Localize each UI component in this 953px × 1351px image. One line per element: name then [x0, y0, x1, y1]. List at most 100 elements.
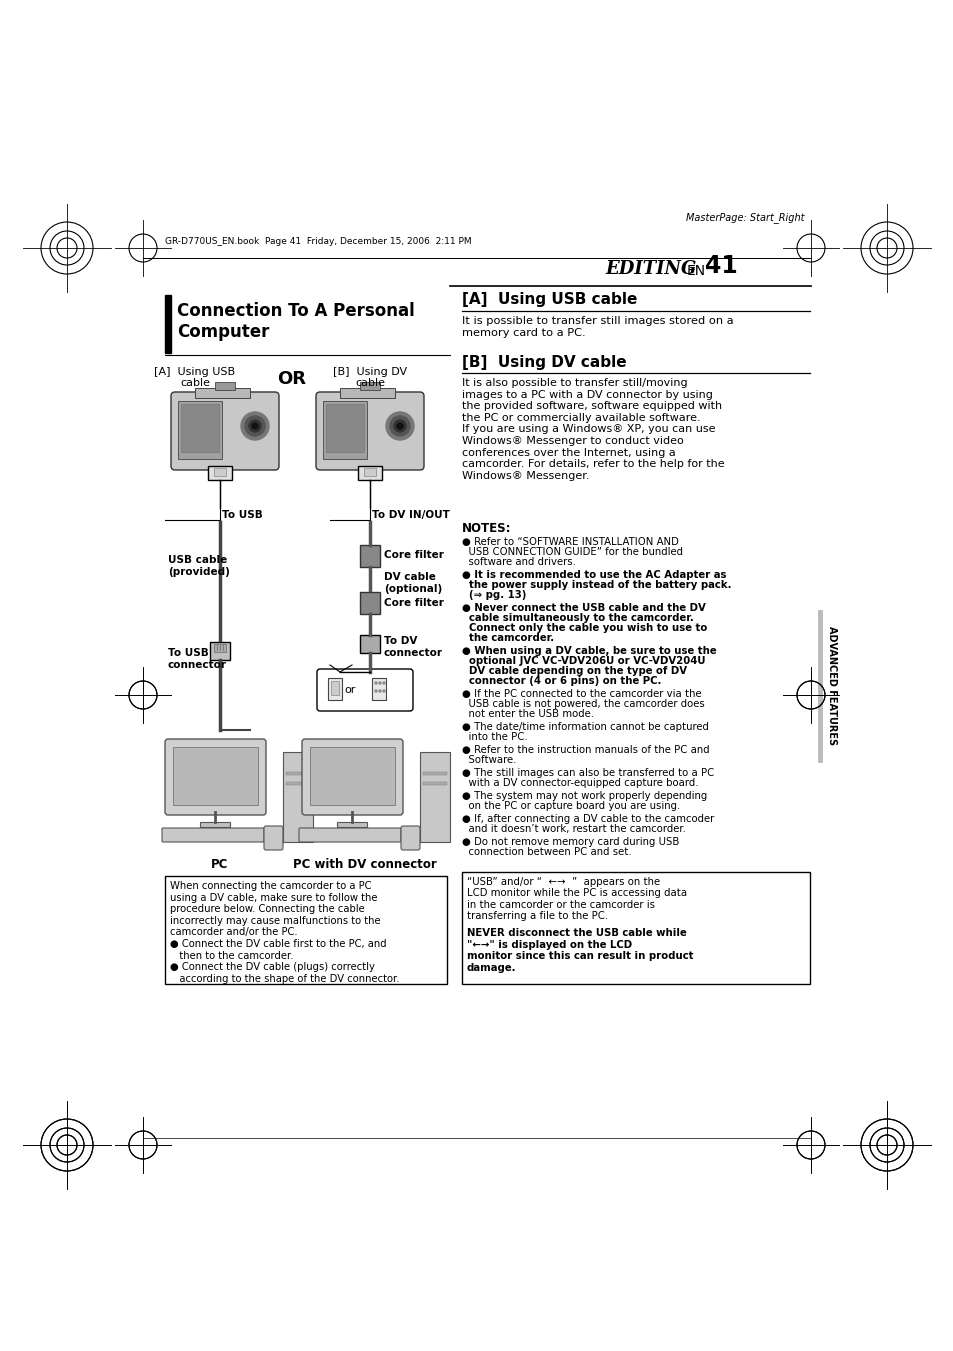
Text: ● If the PC connected to the camcorder via the: ● If the PC connected to the camcorder v… — [461, 689, 700, 698]
Bar — [213, 467, 226, 476]
Bar — [422, 782, 447, 785]
Text: When connecting the camcorder to a PC
using a DV cable, make sure to follow the
: When connecting the camcorder to a PC us… — [170, 881, 399, 984]
Text: USB cable is not powered, the camcorder does: USB cable is not powered, the camcorder … — [461, 698, 704, 709]
Bar — [359, 592, 379, 613]
Text: EDITING: EDITING — [604, 259, 696, 278]
Bar — [165, 295, 171, 353]
Text: connector (4 or 6 pins) on the PC.: connector (4 or 6 pins) on the PC. — [461, 676, 660, 686]
Circle shape — [249, 420, 261, 432]
Bar — [210, 642, 230, 661]
Text: into the PC.: into the PC. — [461, 732, 527, 742]
FancyBboxPatch shape — [162, 828, 264, 842]
Bar — [359, 544, 379, 567]
Bar — [200, 821, 230, 827]
Text: connection between PC and set.: connection between PC and set. — [461, 847, 631, 857]
Bar — [328, 678, 341, 700]
Text: It is also possible to transfer still/moving
images to a PC with a DV connector : It is also possible to transfer still/mo… — [461, 378, 724, 481]
Text: To USB
connector: To USB connector — [168, 648, 227, 670]
Text: (⇒ pg. 13): (⇒ pg. 13) — [461, 590, 526, 600]
Circle shape — [382, 682, 385, 684]
Text: Computer: Computer — [177, 323, 269, 340]
Circle shape — [375, 690, 376, 692]
Text: DV cable
(optional): DV cable (optional) — [384, 571, 442, 593]
Text: ● Never connect the USB cable and the DV: ● Never connect the USB cable and the DV — [461, 603, 705, 613]
Text: ● Do not remove memory card during USB: ● Do not remove memory card during USB — [461, 838, 679, 847]
Bar — [286, 782, 310, 785]
Bar — [357, 466, 381, 480]
Text: the camcorder.: the camcorder. — [461, 634, 554, 643]
Text: [B]  Using DV cable: [B] Using DV cable — [461, 355, 626, 370]
Bar — [214, 382, 234, 390]
Bar — [419, 753, 450, 842]
Bar — [181, 404, 219, 453]
Text: Core filter: Core filter — [384, 550, 443, 561]
Text: on the PC or capture board you are using.: on the PC or capture board you are using… — [461, 801, 679, 811]
Text: ADVANCED FEATURES: ADVANCED FEATURES — [826, 627, 836, 746]
FancyBboxPatch shape — [316, 669, 413, 711]
FancyBboxPatch shape — [315, 392, 423, 470]
Text: OR: OR — [277, 370, 306, 388]
Circle shape — [375, 682, 376, 684]
Bar — [336, 821, 367, 827]
Text: [B]  Using DV: [B] Using DV — [333, 367, 407, 377]
Circle shape — [241, 412, 269, 440]
Text: To USB: To USB — [222, 509, 262, 520]
Text: To DV IN/OUT: To DV IN/OUT — [372, 509, 450, 520]
Bar — [422, 771, 447, 775]
Text: LCD monitor while the PC is accessing data
in the camcorder or the camcorder is
: LCD monitor while the PC is accessing da… — [467, 888, 686, 921]
Text: It is possible to transfer still images stored on a
memory card to a PC.: It is possible to transfer still images … — [461, 316, 733, 338]
Text: PC: PC — [212, 858, 229, 871]
Text: EN: EN — [686, 263, 705, 278]
Bar — [172, 747, 257, 805]
Bar — [283, 753, 313, 842]
Text: NEVER disconnect the USB cable while
"←→" is displayed on the LCD
monitor since : NEVER disconnect the USB cable while "←→… — [467, 928, 693, 973]
Text: [A]  Using USB cable: [A] Using USB cable — [461, 292, 637, 307]
Bar — [323, 401, 367, 459]
Bar — [165, 875, 447, 984]
Text: USB CONNECTION GUIDE” for the bundled: USB CONNECTION GUIDE” for the bundled — [461, 547, 682, 557]
Text: Connect only the cable you wish to use to: Connect only the cable you wish to use t… — [461, 623, 706, 634]
Bar — [372, 678, 386, 700]
Circle shape — [378, 690, 380, 692]
Text: and it doesn’t work, restart the camcorder.: and it doesn’t work, restart the camcord… — [461, 824, 685, 834]
Text: software and drivers.: software and drivers. — [461, 557, 576, 567]
Text: ● If, after connecting a DV cable to the camcoder: ● If, after connecting a DV cable to the… — [461, 815, 714, 824]
Bar — [310, 747, 395, 805]
FancyBboxPatch shape — [302, 739, 402, 815]
Bar — [339, 388, 395, 399]
Text: with a DV connector-equipped capture board.: with a DV connector-equipped capture boa… — [461, 778, 698, 788]
Circle shape — [378, 682, 380, 684]
Text: “USB” and/or “  ←→  ”  appears on the: “USB” and/or “ ←→ ” appears on the — [467, 877, 659, 888]
FancyBboxPatch shape — [171, 392, 278, 470]
Circle shape — [390, 416, 410, 436]
Text: ● When using a DV cable, be sure to use the: ● When using a DV cable, be sure to use … — [461, 646, 716, 657]
Text: ● It is recommended to use the AC Adapter as: ● It is recommended to use the AC Adapte… — [461, 570, 726, 580]
Text: the power supply instead of the battery pack.: the power supply instead of the battery … — [461, 580, 731, 590]
Text: or: or — [344, 685, 355, 694]
Bar — [178, 401, 222, 459]
Text: ● Refer to “SOFTWARE INSTALLATION AND: ● Refer to “SOFTWARE INSTALLATION AND — [461, 536, 679, 547]
Text: cable: cable — [355, 378, 385, 388]
FancyBboxPatch shape — [165, 739, 266, 815]
Bar — [326, 404, 364, 453]
FancyBboxPatch shape — [298, 828, 400, 842]
Text: USB cable
(provided): USB cable (provided) — [168, 555, 230, 577]
Circle shape — [245, 416, 265, 436]
Text: not enter the USB mode.: not enter the USB mode. — [461, 709, 594, 719]
Bar — [213, 644, 226, 653]
Bar — [359, 382, 379, 390]
Bar — [461, 871, 809, 984]
Text: cable simultaneously to the camcorder.: cable simultaneously to the camcorder. — [461, 613, 693, 623]
Text: 41: 41 — [704, 254, 737, 278]
Text: ● Refer to the instruction manuals of the PC and: ● Refer to the instruction manuals of th… — [461, 744, 709, 755]
Circle shape — [386, 412, 414, 440]
Text: Software.: Software. — [461, 755, 516, 765]
Text: Connection To A Personal: Connection To A Personal — [177, 303, 415, 320]
Text: ● The date/time information cannot be captured: ● The date/time information cannot be ca… — [461, 721, 708, 732]
Text: optional JVC VC-VDV206U or VC-VDV204U: optional JVC VC-VDV206U or VC-VDV204U — [461, 657, 705, 666]
Bar — [359, 635, 379, 653]
Text: cable: cable — [180, 378, 210, 388]
Text: ● The still images can also be transferred to a PC: ● The still images can also be transferr… — [461, 767, 714, 778]
Bar — [331, 681, 338, 694]
Bar — [194, 388, 250, 399]
